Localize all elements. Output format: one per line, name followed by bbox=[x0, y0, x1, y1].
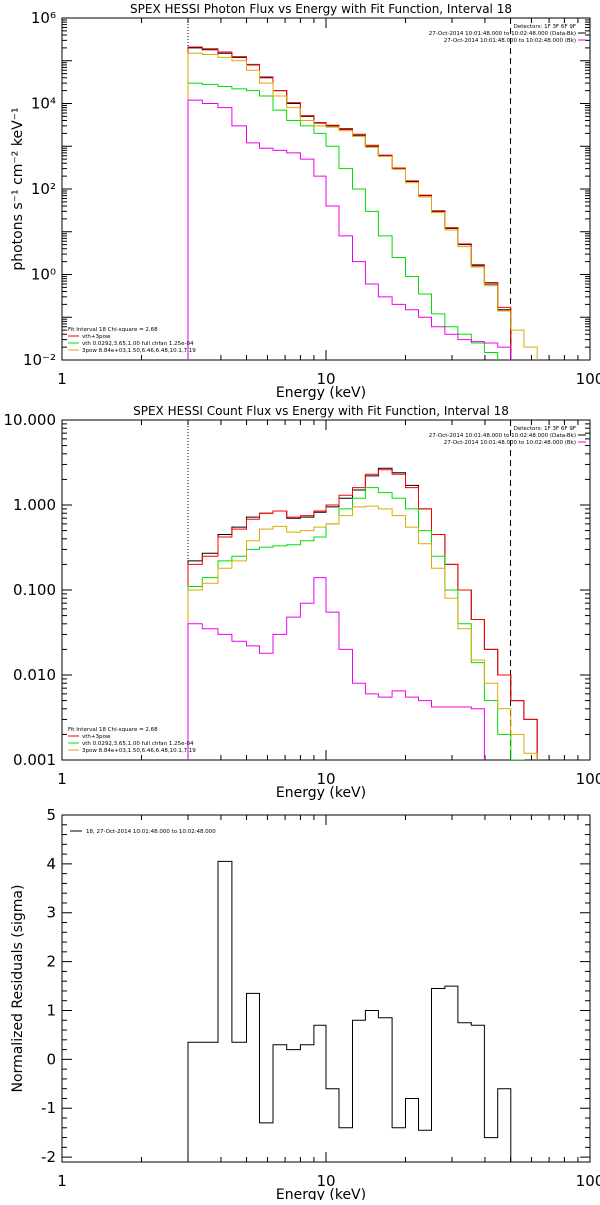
legend-bottom-entry: 3pow 8.84e+03,1.50,6.46,6.48,10.1,7.19 bbox=[82, 348, 196, 354]
y-tick-label: 10² bbox=[31, 180, 56, 198]
x-tick-label: 100 bbox=[576, 370, 600, 388]
legend-bottom-entry: 3pow 8.84e+03,1.50,6.46,6.48,10.1,7.19 bbox=[82, 748, 196, 754]
x-tick-label: 100 bbox=[576, 770, 600, 788]
y-tick-label: 10⁶ bbox=[31, 9, 56, 27]
legend-top-entry: 27-Oct-2014 10:01:48.000 to 10:02:48.000… bbox=[429, 433, 576, 439]
legend-bottom-entry: Fit Interval 18 Chi-square = 2.68 bbox=[68, 727, 158, 733]
y-tick-label: 4 bbox=[46, 855, 56, 873]
legend-top-entry: 27-Oct-2014 10:01:48.000 to 10:02:48.000… bbox=[429, 31, 576, 37]
x-axis-title: Energy (keV) bbox=[276, 1187, 366, 1200]
legend-top-entry: 27-Oct-2014 10:01:48.000 to 10:02:48.000… bbox=[444, 38, 576, 44]
series-line-residuals bbox=[188, 861, 511, 1164]
legend-bottom-entry: Fit Interval 18 Chi-square = 2.68 bbox=[68, 327, 158, 333]
x-axis-title: Energy (keV) bbox=[276, 385, 366, 401]
y-tick-label: 0 bbox=[46, 1050, 56, 1068]
legend-bottom-entry: vth+3pow bbox=[82, 734, 111, 740]
series-group bbox=[188, 861, 511, 1164]
series-line-vth bbox=[188, 83, 511, 364]
series-line-data-bk bbox=[188, 48, 511, 362]
x-axis-title: Energy (keV) bbox=[276, 785, 366, 801]
y-axis-title: photons s⁻¹ cm⁻² keV⁻¹ bbox=[10, 107, 26, 270]
y-tick-label: 10⁰ bbox=[31, 266, 56, 284]
y-tick-label: 0.001 bbox=[13, 751, 56, 769]
legend-bottom-entry: vth 0.0292,3.65,1.00 full chfan 1.25e-04 bbox=[82, 341, 194, 347]
x-tick-label: 1 bbox=[57, 370, 67, 388]
y-tick-label: 0.010 bbox=[13, 666, 56, 684]
legend-bottom-entry: vth 0.0292,3.65,1.00 full chfan 1.25e-04 bbox=[82, 741, 194, 747]
legend-top-entry: Detectors: 1F 3F 6F 9F bbox=[514, 24, 576, 30]
series-line-bk bbox=[188, 578, 484, 762]
legend-bottom-entry: vth+3pow bbox=[82, 334, 111, 340]
y-tick-label: 1 bbox=[46, 1001, 56, 1019]
y-tick-label: 10⁻² bbox=[23, 351, 56, 369]
y-tick-label: 3 bbox=[46, 904, 56, 922]
y-tick-label: 10⁴ bbox=[31, 95, 56, 113]
y-tick-label: 2 bbox=[46, 953, 56, 971]
series-group bbox=[188, 468, 537, 762]
x-tick-label: 1 bbox=[57, 1172, 67, 1190]
y-tick-label: 1.000 bbox=[13, 496, 56, 514]
y-tick-label: -1 bbox=[41, 1099, 56, 1117]
legend-top-entry: 18, 27-Oct-2014 10:01:48.000 to 10:02:48… bbox=[86, 829, 216, 835]
x-tick-label: 1 bbox=[57, 770, 67, 788]
series-line-bk bbox=[188, 100, 511, 362]
x-tick-label: 100 bbox=[576, 1172, 600, 1190]
y-tick-label: 0.100 bbox=[13, 581, 56, 599]
y-tick-label: 5 bbox=[46, 806, 56, 824]
y-tick-label: 10.000 bbox=[4, 411, 57, 429]
y-tick-label: -2 bbox=[41, 1148, 56, 1166]
legend-top-entry: 27-Oct-2014 10:01:48.000 to 10:02:48.000… bbox=[444, 440, 576, 446]
series-line-vth-3pow bbox=[188, 47, 511, 362]
series-line-3pow bbox=[188, 53, 550, 364]
y-axis-title: Normalized Residuals (sigma) bbox=[10, 885, 26, 1093]
legend-top-entry: Detectors: 1F 3F 6F 9F bbox=[514, 426, 576, 432]
series-group bbox=[188, 47, 550, 364]
chart-title: SPEX HESSI Count Flux vs Energy with Fit… bbox=[133, 404, 509, 418]
chart-title: SPEX HESSI Photon Flux vs Energy with Fi… bbox=[130, 2, 512, 16]
